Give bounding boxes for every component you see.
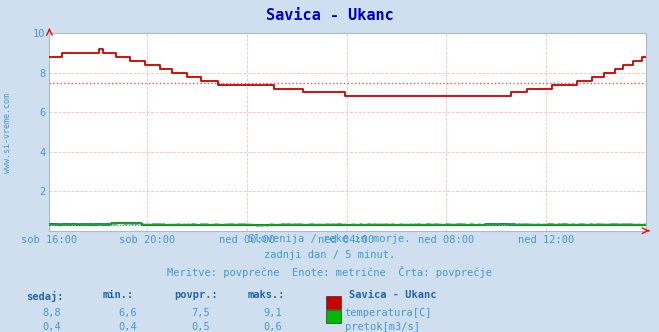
Text: temperatura[C]: temperatura[C] [345,308,432,318]
Text: Meritve: povprečne  Enote: metrične  Črta: povprečje: Meritve: povprečne Enote: metrične Črta:… [167,266,492,278]
Text: min.:: min.: [102,290,133,300]
Text: Slovenija / reke in morje.: Slovenija / reke in morje. [248,234,411,244]
Text: Savica - Ukanc: Savica - Ukanc [266,8,393,23]
Text: pretok[m3/s]: pretok[m3/s] [345,322,420,332]
Text: maks.:: maks.: [247,290,285,300]
Text: povpr.:: povpr.: [175,290,218,300]
Text: 0,6: 0,6 [264,322,282,332]
Text: zadnji dan / 5 minut.: zadnji dan / 5 minut. [264,250,395,260]
Text: 8,8: 8,8 [43,308,61,318]
Text: www.si-vreme.com: www.si-vreme.com [3,93,13,173]
Text: 6,6: 6,6 [119,308,137,318]
Text: Savica - Ukanc: Savica - Ukanc [349,290,437,300]
Text: sedaj:: sedaj: [26,290,64,301]
Text: 0,4: 0,4 [43,322,61,332]
Text: 7,5: 7,5 [191,308,210,318]
Text: 0,5: 0,5 [191,322,210,332]
Text: 0,4: 0,4 [119,322,137,332]
Text: 9,1: 9,1 [264,308,282,318]
